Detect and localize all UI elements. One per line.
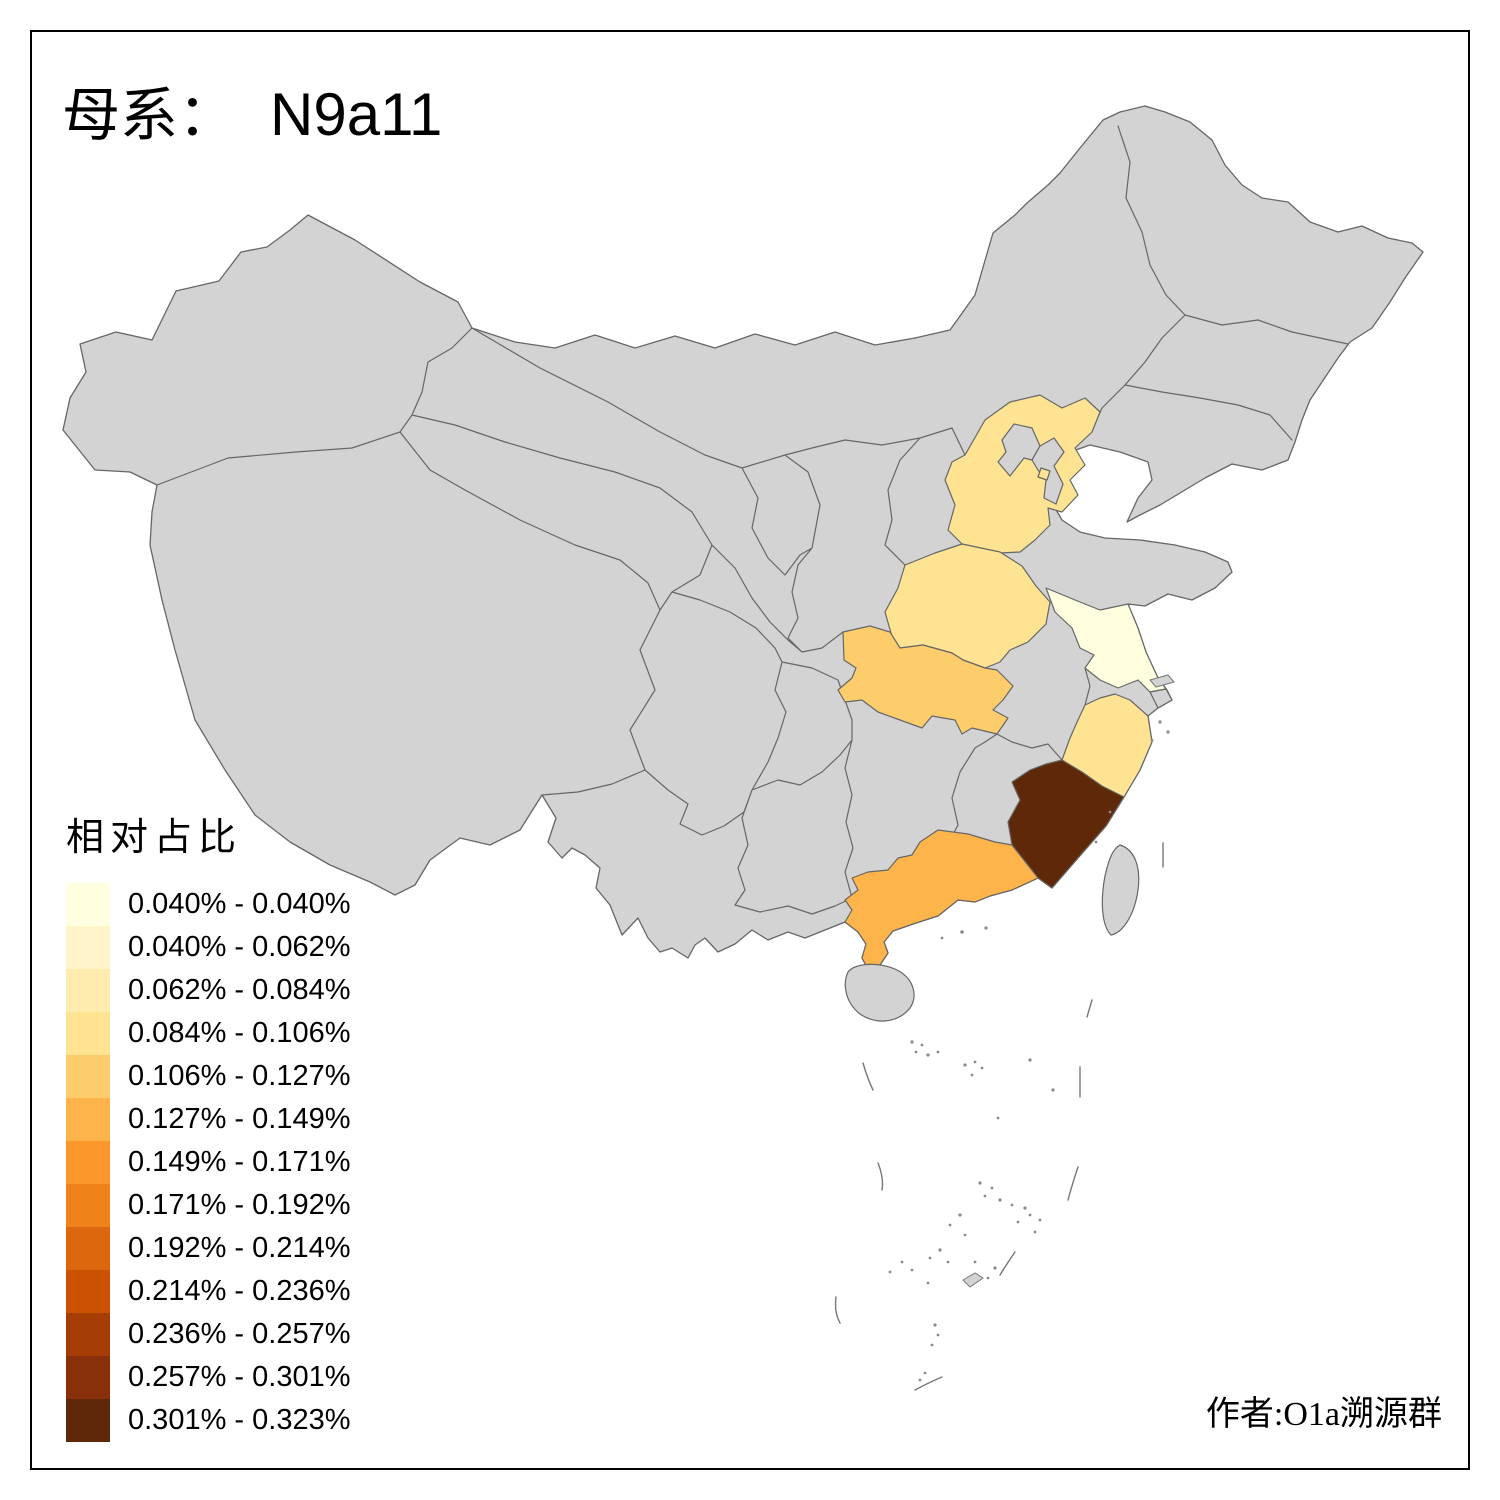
legend-item: 0.106% - 0.127% xyxy=(66,1055,350,1098)
title-prefix: 母系： xyxy=(62,83,237,148)
hainan-island xyxy=(844,963,915,1022)
province-jiangsu xyxy=(1045,587,1167,693)
title-haplogroup: N9a11 xyxy=(270,81,443,148)
legend-item: 0.127% - 0.149% xyxy=(66,1098,350,1141)
author-credit: 作者:O1a溯源群 xyxy=(1205,1396,1442,1433)
south-china-sea-islet xyxy=(962,1272,984,1288)
legend-item: 0.257% - 0.301% xyxy=(66,1356,350,1399)
legend-range-label: 0.040% - 0.040% xyxy=(128,888,351,920)
legend-item: 0.236% - 0.257% xyxy=(66,1313,350,1356)
legend-color-swatch xyxy=(66,1270,110,1313)
legend-color-swatch xyxy=(66,926,110,969)
page-title: 母系： N9a11 xyxy=(62,68,442,152)
province-beijing xyxy=(997,423,1041,477)
province-guangdong xyxy=(844,829,1039,974)
highlighted-provinces xyxy=(837,394,1167,974)
sea-boundary-dashes xyxy=(834,842,1164,1391)
legend-color-swatch xyxy=(66,1399,110,1442)
legend-color-swatch xyxy=(66,969,110,1012)
legend-range-label: 0.149% - 0.171% xyxy=(128,1146,351,1178)
legend-range-label: 0.171% - 0.192% xyxy=(128,1189,351,1221)
legend-range-label: 0.106% - 0.127% xyxy=(128,1060,351,1092)
legend-color-swatch xyxy=(66,1227,110,1270)
legend-color-swatch xyxy=(66,1012,110,1055)
plot-frame xyxy=(30,30,1470,1470)
legend-item: 0.084% - 0.106% xyxy=(66,1012,350,1055)
legend-color-swatch xyxy=(66,1184,110,1227)
chongming-island xyxy=(1149,674,1175,688)
legend-color-swatch xyxy=(66,1141,110,1184)
municipality-enclaves xyxy=(997,423,1175,709)
legend-range-label: 0.040% - 0.062% xyxy=(128,931,351,963)
legend-item: 0.149% - 0.171% xyxy=(66,1141,350,1184)
legend-color-swatch xyxy=(66,1356,110,1399)
legend-item: 0.040% - 0.062% xyxy=(66,926,350,969)
legend-items: 0.040% - 0.040% 0.040% - 0.062% 0.062% - 0… xyxy=(66,883,350,1442)
legend-color-swatch xyxy=(66,1098,110,1141)
legend-range-label: 0.062% - 0.084% xyxy=(128,974,351,1006)
legend-range-label: 0.084% - 0.106% xyxy=(128,1017,351,1049)
legend-item: 0.192% - 0.214% xyxy=(66,1227,350,1270)
province-hebei xyxy=(944,394,1101,554)
legend-color-swatch xyxy=(66,1313,110,1356)
legend-range-label: 0.301% - 0.323% xyxy=(128,1404,351,1436)
legend-color-swatch xyxy=(66,883,110,926)
province-hubei xyxy=(837,625,1014,735)
legend-item: 0.040% - 0.040% xyxy=(66,883,350,926)
province-zhejiang xyxy=(1061,693,1153,798)
legend-item: 0.062% - 0.084% xyxy=(66,969,350,1012)
province-borders xyxy=(156,125,1349,915)
sea-island-specks xyxy=(888,720,1170,1382)
map-legend: 相对占比 0.040% - 0.040% 0.040% - 0.062% 0.062… xyxy=(66,806,350,1442)
legend-range-label: 0.127% - 0.149% xyxy=(128,1103,351,1135)
legend-item: 0.214% - 0.236% xyxy=(66,1270,350,1313)
province-shanghai xyxy=(1149,688,1173,709)
legend-item: 0.171% - 0.192% xyxy=(66,1184,350,1227)
legend-range-label: 0.236% - 0.257% xyxy=(128,1318,351,1350)
legend-item: 0.301% - 0.323% xyxy=(66,1399,350,1442)
taiwan-island xyxy=(1101,844,1140,936)
hebei-exclave xyxy=(1037,467,1051,481)
legend-range-label: 0.214% - 0.236% xyxy=(128,1275,351,1307)
legend-range-label: 0.257% - 0.301% xyxy=(128,1361,351,1393)
legend-color-swatch xyxy=(66,1055,110,1098)
legend-range-label: 0.192% - 0.214% xyxy=(128,1232,351,1264)
legend-title: 相对占比 xyxy=(66,817,243,859)
islands xyxy=(844,844,1140,1288)
